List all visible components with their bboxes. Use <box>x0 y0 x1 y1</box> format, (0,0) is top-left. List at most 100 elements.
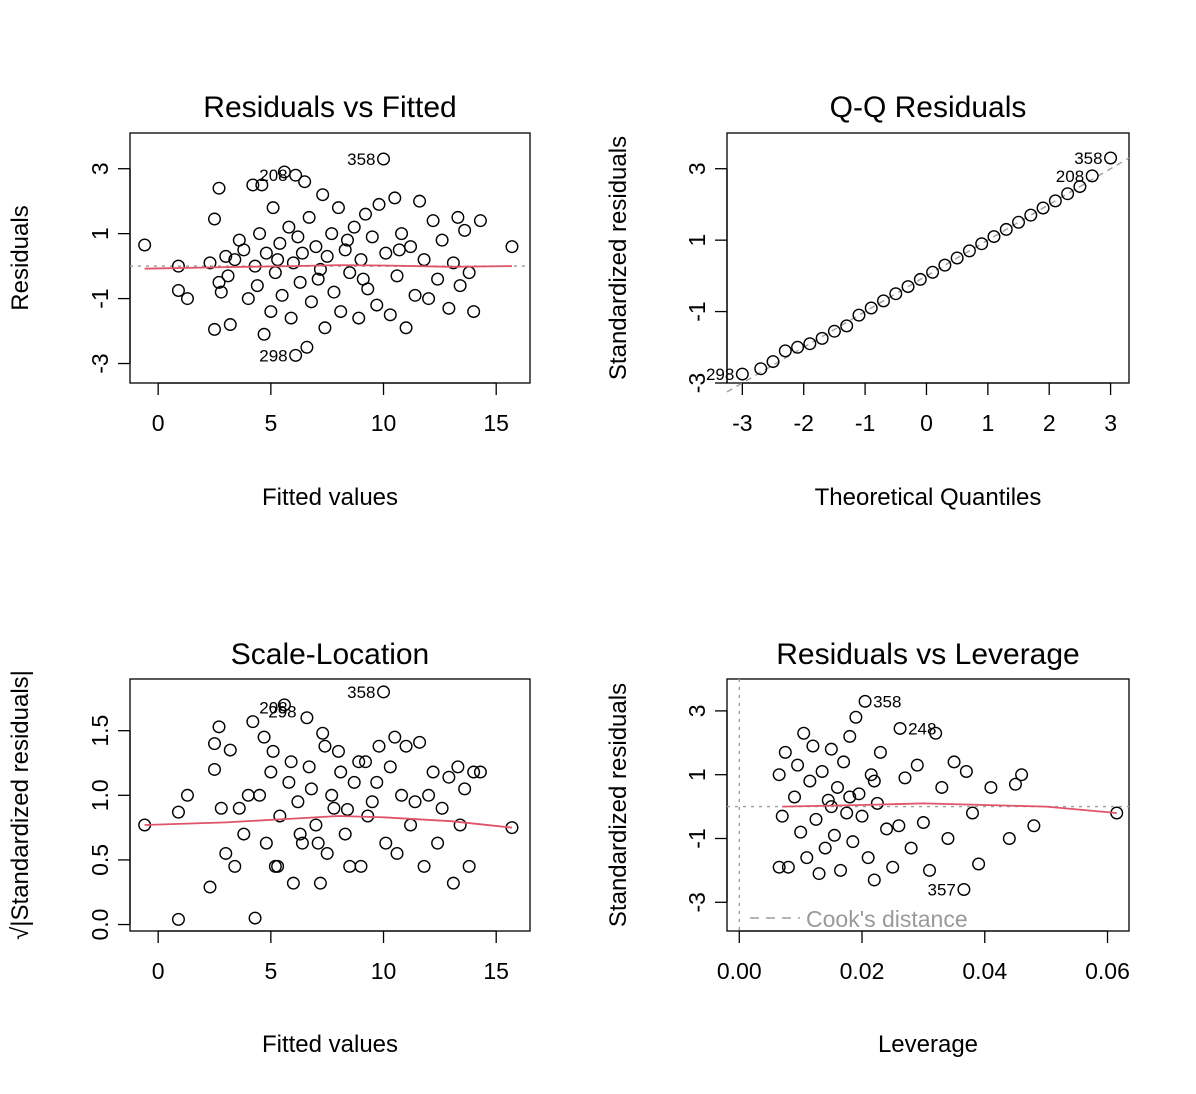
data-point <box>379 836 393 850</box>
data-point <box>273 236 287 250</box>
data-point <box>180 788 194 802</box>
data-point <box>388 730 402 744</box>
plot-frame <box>129 132 531 384</box>
data-point <box>413 194 427 208</box>
data-point <box>203 880 217 894</box>
data-point <box>913 272 927 286</box>
data-point <box>877 294 891 308</box>
data-point <box>399 739 413 753</box>
smooth-trend-line <box>144 815 513 829</box>
data-point <box>797 726 811 740</box>
data-point <box>253 227 267 241</box>
y-tick-label: 1 <box>684 234 710 247</box>
point-label: 298 <box>259 346 287 365</box>
x-tick-label: 15 <box>483 410 509 436</box>
y-tick-label: 3 <box>684 705 710 718</box>
data-point <box>830 780 844 794</box>
y-axis-label: Standardized residuals <box>605 683 632 927</box>
data-point <box>390 269 404 283</box>
data-point <box>241 292 255 306</box>
data-point <box>293 275 307 289</box>
smooth-line <box>144 264 513 270</box>
data-point <box>467 765 481 779</box>
y-tick-label: 0.5 <box>87 844 113 876</box>
data-point <box>284 311 298 325</box>
data-point <box>273 809 287 823</box>
data-point <box>870 796 884 810</box>
data-point <box>1012 215 1026 229</box>
y-tick-label: 1 <box>87 227 113 240</box>
data-point <box>318 321 332 335</box>
data-point <box>300 711 314 725</box>
x-tick-label: 0.04 <box>962 958 1007 984</box>
data-point <box>453 818 467 832</box>
data-point <box>987 230 1001 244</box>
data-point <box>947 755 961 769</box>
data-point <box>347 220 361 234</box>
y-tick-label: -3 <box>87 353 113 373</box>
data-point <box>935 780 949 794</box>
data-point <box>999 222 1013 236</box>
data-point <box>208 762 222 776</box>
data-point <box>304 782 318 796</box>
data-point <box>446 876 460 890</box>
data-point <box>358 207 372 221</box>
data-point <box>390 846 404 860</box>
data-point <box>916 816 930 830</box>
point-label: 358 <box>1074 149 1102 168</box>
panel-title: Scale-Location <box>231 638 429 671</box>
data-point <box>837 755 851 769</box>
data-point <box>370 775 384 789</box>
data-point <box>248 911 262 925</box>
x-tick-label: 10 <box>371 958 397 984</box>
data-point <box>840 806 854 820</box>
panel-title: Residuals vs Leverage <box>776 638 1080 671</box>
data-point <box>343 266 357 280</box>
y-tick-label: -3 <box>684 373 710 393</box>
data-point <box>338 827 352 841</box>
data-point <box>910 758 924 772</box>
data-point <box>873 745 887 759</box>
data-point <box>818 841 832 855</box>
data-point <box>259 246 273 260</box>
data-point <box>809 812 823 826</box>
x-tick-label: -1 <box>855 410 875 436</box>
data-point <box>413 735 427 749</box>
y-tick-label: -3 <box>684 892 710 912</box>
data-point <box>338 243 352 257</box>
data-point <box>237 827 251 841</box>
y-axis: -3 -1 1 3 <box>684 162 728 393</box>
x-tick-label: 0 <box>152 958 165 984</box>
data-point <box>880 822 894 836</box>
data-point <box>365 795 379 809</box>
data-point <box>282 775 296 789</box>
x-tick-label: 1 <box>981 410 994 436</box>
data-point <box>221 269 235 283</box>
panel-title: Residuals vs Fitted <box>203 91 456 124</box>
data-point <box>778 745 792 759</box>
data-point <box>404 240 418 254</box>
x-tick-label: -2 <box>793 410 813 436</box>
data-point <box>237 243 251 257</box>
data-point <box>772 860 786 874</box>
x-tick-label: 10 <box>371 410 397 436</box>
data-point <box>422 788 436 802</box>
data-point <box>347 775 361 789</box>
data-point <box>404 818 418 832</box>
data-point <box>462 859 476 873</box>
data-point <box>775 809 789 823</box>
data-point <box>171 283 185 297</box>
data-point <box>754 362 768 376</box>
y-tick-label: 3 <box>87 162 113 175</box>
data-point <box>975 237 989 251</box>
data-point <box>331 201 345 215</box>
data-point <box>840 319 854 333</box>
data-point <box>255 178 269 192</box>
data-point <box>846 835 860 849</box>
data-point <box>214 285 228 299</box>
data-point <box>352 311 366 325</box>
data-point <box>1024 208 1038 222</box>
point-label: 208 <box>259 698 287 717</box>
